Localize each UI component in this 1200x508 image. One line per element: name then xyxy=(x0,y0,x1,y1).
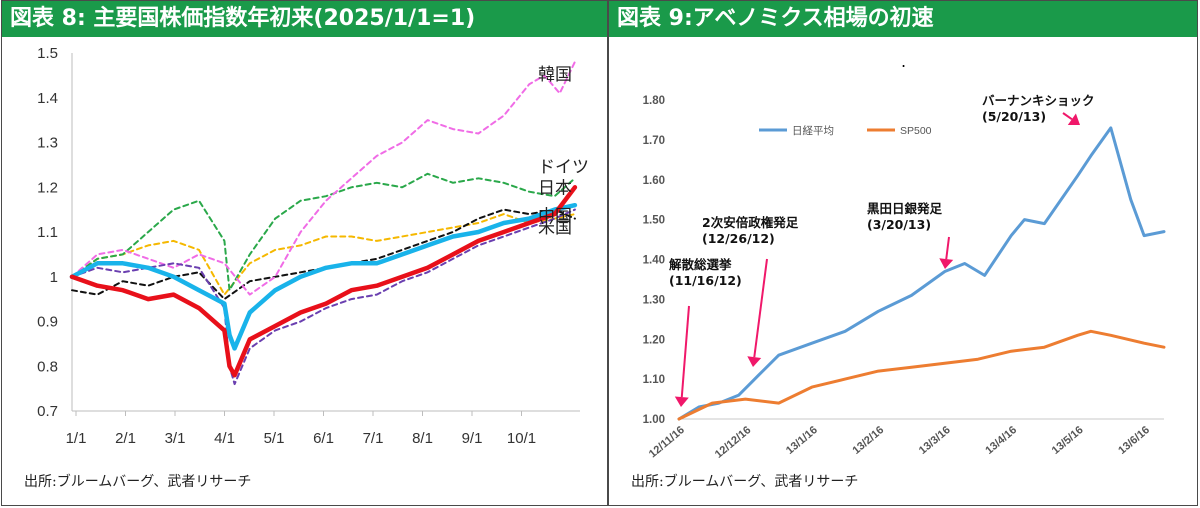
left-x-tick-label: 9/1 xyxy=(462,430,483,447)
right-x-tick-label: 13/5/16 xyxy=(1050,424,1086,457)
right-x-tick-label: 13/2/16 xyxy=(850,424,886,457)
panel-major-indices: 図表 8: 主要国株価指数年初来(2025/1/1=1) 0.7 0.8 0.9 1 1… xyxy=(1,0,608,506)
left-x-tick-label: 10/1 xyxy=(507,430,536,447)
left-y-tick-label: 0.9 xyxy=(37,314,58,331)
annotation-text: 黒田日銀発足 xyxy=(867,201,943,216)
annotation-arrow-head xyxy=(674,396,689,407)
left-y-tick-label: 1 xyxy=(50,269,58,286)
annotation-text: バーナンキショック xyxy=(982,93,1095,108)
annotation-text: (11/16/12) xyxy=(669,273,742,288)
right-x-tick-label: 13/1/16 xyxy=(784,424,820,457)
right-y-tick-label: 1.10 xyxy=(643,374,665,386)
right-y-tick-label: 1.50 xyxy=(643,215,665,227)
left-y-tick-label: 1.4 xyxy=(37,90,58,107)
right-x-tick-label: 13/6/16 xyxy=(1116,424,1152,457)
right-chart-header: 図表 9:アベノミクス相場の初速 xyxy=(609,1,1197,37)
annotation-arrow-line xyxy=(945,236,950,260)
left-series-label: 中国 xyxy=(538,207,572,227)
left-y-tick-label: 0.8 xyxy=(37,358,58,375)
right-series-line-0 xyxy=(677,126,1166,421)
annotation-arrow-head xyxy=(939,258,954,269)
left-x-tick-label: 2/1 xyxy=(115,430,136,447)
right-y-tick-label: 1.20 xyxy=(643,334,665,346)
left-series-label: 韓国 xyxy=(538,65,572,85)
left-y-tick-label: 0.7 xyxy=(37,403,58,420)
annotation-text: 2次安倍政権発足 xyxy=(702,215,799,230)
left-y-tick-label: 1.1 xyxy=(37,224,58,241)
left-x-tick-label: 8/1 xyxy=(412,430,433,447)
right-source-note: 出所:ブルームバーグ、武者リサーチ xyxy=(631,474,859,490)
annotation-arrow-head xyxy=(1067,113,1080,125)
right-dot-mark: . xyxy=(901,52,906,71)
left-x-tick-label: 7/1 xyxy=(363,430,384,447)
right-x-tick-label: 12/11/16 xyxy=(647,424,687,460)
left-series-label: ドイツ xyxy=(538,157,589,177)
annotation-arrow-line xyxy=(1062,112,1073,121)
left-series-line-4 xyxy=(69,202,578,351)
left-x-tick-label: 5/1 xyxy=(264,430,285,447)
annotation-arrow-line xyxy=(680,305,690,398)
right-y-tick-label: 1.80 xyxy=(643,95,665,107)
left-chart-svg: 0.7 0.8 0.9 1 1.1 1.2 1.3 1.4 1.5 1/1 2/1 3/1 4/1 5/1… xyxy=(37,45,589,447)
left-x-tick-label: 6/1 xyxy=(313,430,334,447)
annotation-text: (12/26/12) xyxy=(702,231,775,246)
legend-label-nikkei: 日経平均 xyxy=(792,124,834,137)
right-y-tick-label: 1.30 xyxy=(643,294,665,306)
right-y-tick-label: 1.60 xyxy=(643,175,665,187)
left-source-note: 出所:ブルームバーグ、武者リサーチ xyxy=(24,474,252,490)
right-x-tick-label: 12/12/16 xyxy=(713,424,754,461)
left-chart-header: 図表 8: 主要国株価指数年初来(2025/1/1=1) xyxy=(2,1,607,37)
annotation-text: 解散総選挙 xyxy=(669,257,732,272)
left-y-tick-label: 1.5 xyxy=(37,45,58,62)
left-series-line-2 xyxy=(69,185,578,378)
right-y-tick-label: 1.00 xyxy=(643,414,665,426)
left-series-label: 日本 xyxy=(538,178,572,198)
left-series-line-3 xyxy=(71,208,576,386)
right-y-tick-label: 1.70 xyxy=(643,135,665,147)
right-y-tick-label: 1.40 xyxy=(643,255,665,267)
right-chart-svg: . 1.00 1.10 1.20 1.30 1.40 1.50 1.60 1.70 1.80 12/… xyxy=(643,52,1166,461)
left-series-label: 米国 xyxy=(538,218,572,238)
left-series-line-6 xyxy=(71,213,576,296)
left-x-tick-label: 3/1 xyxy=(165,430,186,447)
right-series-line-1 xyxy=(677,329,1166,421)
annotation-arrow-head xyxy=(747,356,762,367)
annotation-arrow-line xyxy=(753,258,768,358)
legend-label-sp500: SP500 xyxy=(900,125,932,137)
panel-abenomics: 図表 9:アベノミクス相場の初速 . 1.00 1.10 1.20 1.30 1.40 1.… xyxy=(608,0,1198,506)
left-y-tick-label: 1.2 xyxy=(37,179,58,196)
left-y-tick-label: 1.3 xyxy=(37,135,58,152)
left-x-tick-label: 1/1 xyxy=(66,430,87,447)
right-x-tick-label: 13/3/16 xyxy=(917,424,953,457)
right-x-tick-label: 13/4/16 xyxy=(983,424,1019,457)
left-x-tick-label: 4/1 xyxy=(214,430,235,447)
annotation-text: (3/20/13) xyxy=(867,217,931,232)
annotation-text: (5/20/13) xyxy=(982,109,1046,124)
left-series-line-0 xyxy=(71,60,576,296)
left-series-line-1 xyxy=(71,172,576,292)
